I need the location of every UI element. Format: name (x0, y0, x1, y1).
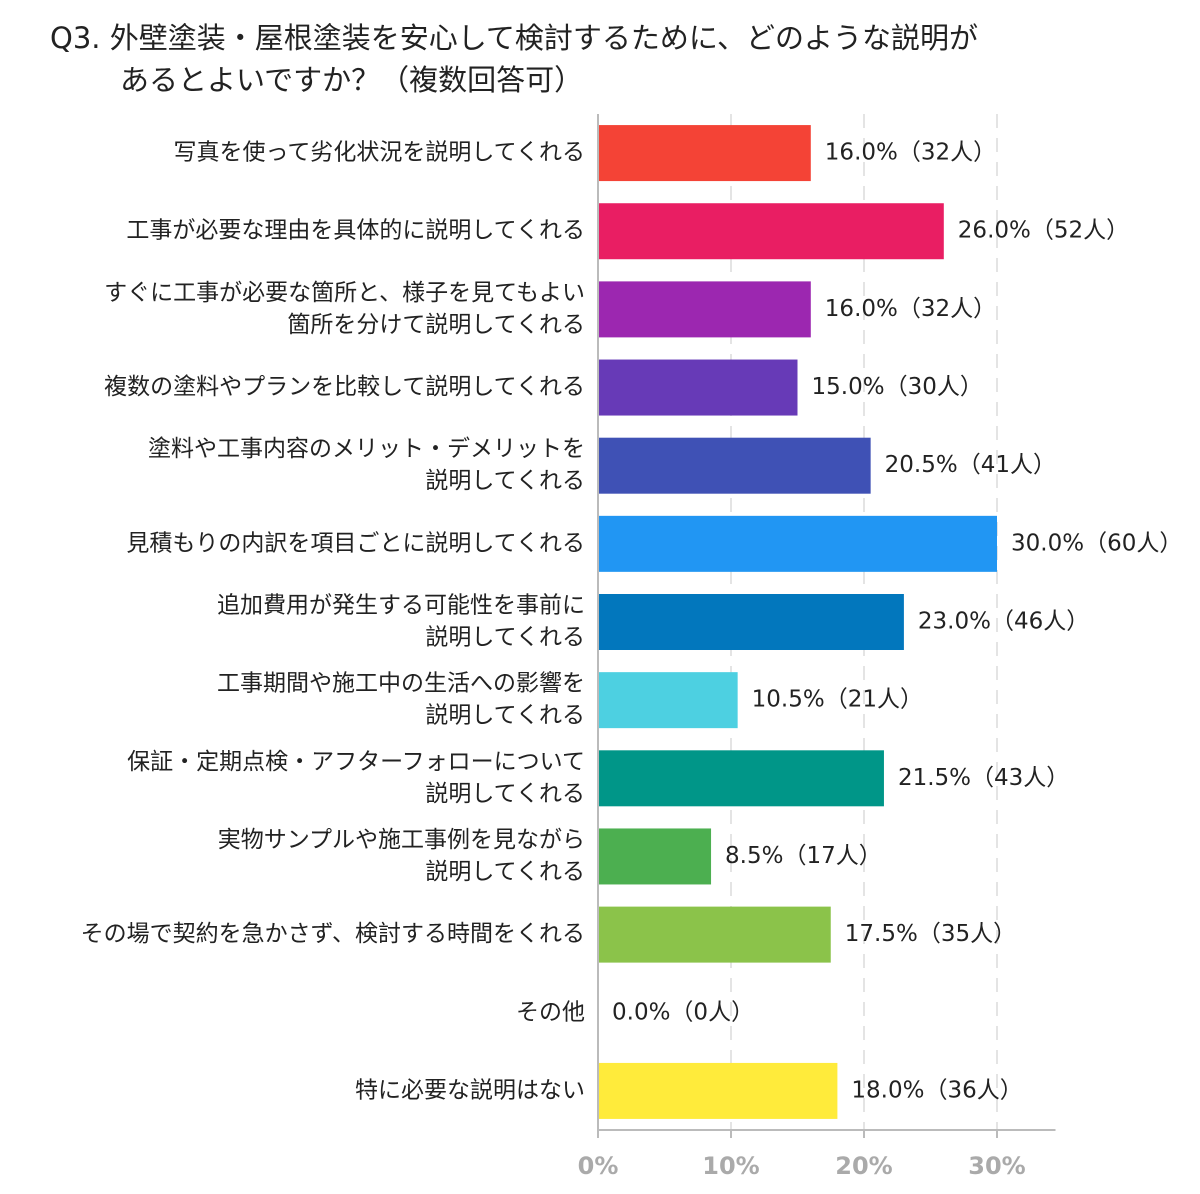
x-tick-label: 20% (835, 1152, 892, 1180)
value-label: 30.0%（60人） (1011, 530, 1182, 556)
y-tick-label: 説明してくれる (425, 625, 585, 651)
value-label: 20.5%（41人） (885, 452, 1056, 478)
bar (598, 203, 944, 260)
bar (598, 672, 738, 729)
y-tick-label: 特に必要な説明はない (355, 1077, 585, 1103)
bar (598, 828, 712, 885)
value-label: 16.0%（32人） (825, 140, 996, 166)
y-tick-label: すぐに工事が必要な箇所と、様子を見てもよい (104, 280, 585, 306)
value-label: 16.0%（32人） (825, 296, 996, 322)
bar (598, 750, 884, 807)
chart-title: あるとよいですか？（複数回答可） (120, 63, 583, 97)
bar (598, 515, 997, 572)
y-tick-label: 工事が必要な理由を具体的に説明してくれる (126, 218, 585, 244)
bar (598, 281, 811, 338)
y-tick-label: 説明してくれる (425, 468, 585, 494)
bar (598, 594, 904, 650)
y-tick-label: 実物サンプルや施工事例を見ながら (218, 827, 585, 853)
y-tick-label: 保証・定期点検・アフターフォローについて (127, 749, 585, 775)
y-tick-label: 工事期間や施工中の生活への影響を (217, 671, 585, 697)
y-tick-label: 説明してくれる (425, 859, 585, 885)
chart-title: Q3. 外壁塗装・屋根塗装を安心して検討するために、どのような説明が (50, 21, 978, 55)
value-label: 26.0%（52人） (958, 218, 1129, 244)
value-label: 8.5%（17人） (725, 843, 882, 869)
y-tick-label: 追加費用が発生する可能性を事前に (217, 593, 585, 619)
value-label: 21.5%（43人） (898, 765, 1069, 791)
x-tick-label: 0% (578, 1152, 619, 1180)
bar (598, 359, 798, 416)
y-tick-label: 複数の塗料やプランを比較して説明してくれる (104, 374, 585, 400)
bar (598, 437, 871, 494)
y-tick-label: 説明してくれる (425, 703, 585, 729)
y-tick-label: 写真を使って劣化状況を説明してくれる (174, 140, 585, 166)
y-tick-label: 箇所を分けて説明してくれる (287, 312, 585, 338)
y-tick-label: 見積もりの内訳を項目ごとに説明してくれる (126, 530, 585, 556)
value-label: 0.0%（0人） (612, 999, 754, 1025)
value-label: 18.0%（36人） (851, 1077, 1022, 1103)
y-tick-label: 塗料や工事内容のメリット・デメリットを (148, 436, 585, 462)
y-tick-label: その場で契約を急かさず、検討する時間をくれる (81, 921, 585, 947)
value-label: 15.0%（30人） (812, 374, 983, 400)
y-tick-label: 説明してくれる (425, 781, 585, 807)
value-label: 10.5%（21人） (752, 687, 923, 713)
value-label: 17.5%（35人） (845, 921, 1016, 947)
x-tick-label: 30% (968, 1152, 1025, 1180)
y-tick-label: その他 (516, 999, 585, 1025)
bar (598, 1062, 838, 1119)
bar (598, 125, 811, 182)
value-label: 23.0%（46人） (918, 609, 1089, 635)
x-tick-label: 10% (702, 1152, 759, 1180)
bar (598, 906, 831, 963)
